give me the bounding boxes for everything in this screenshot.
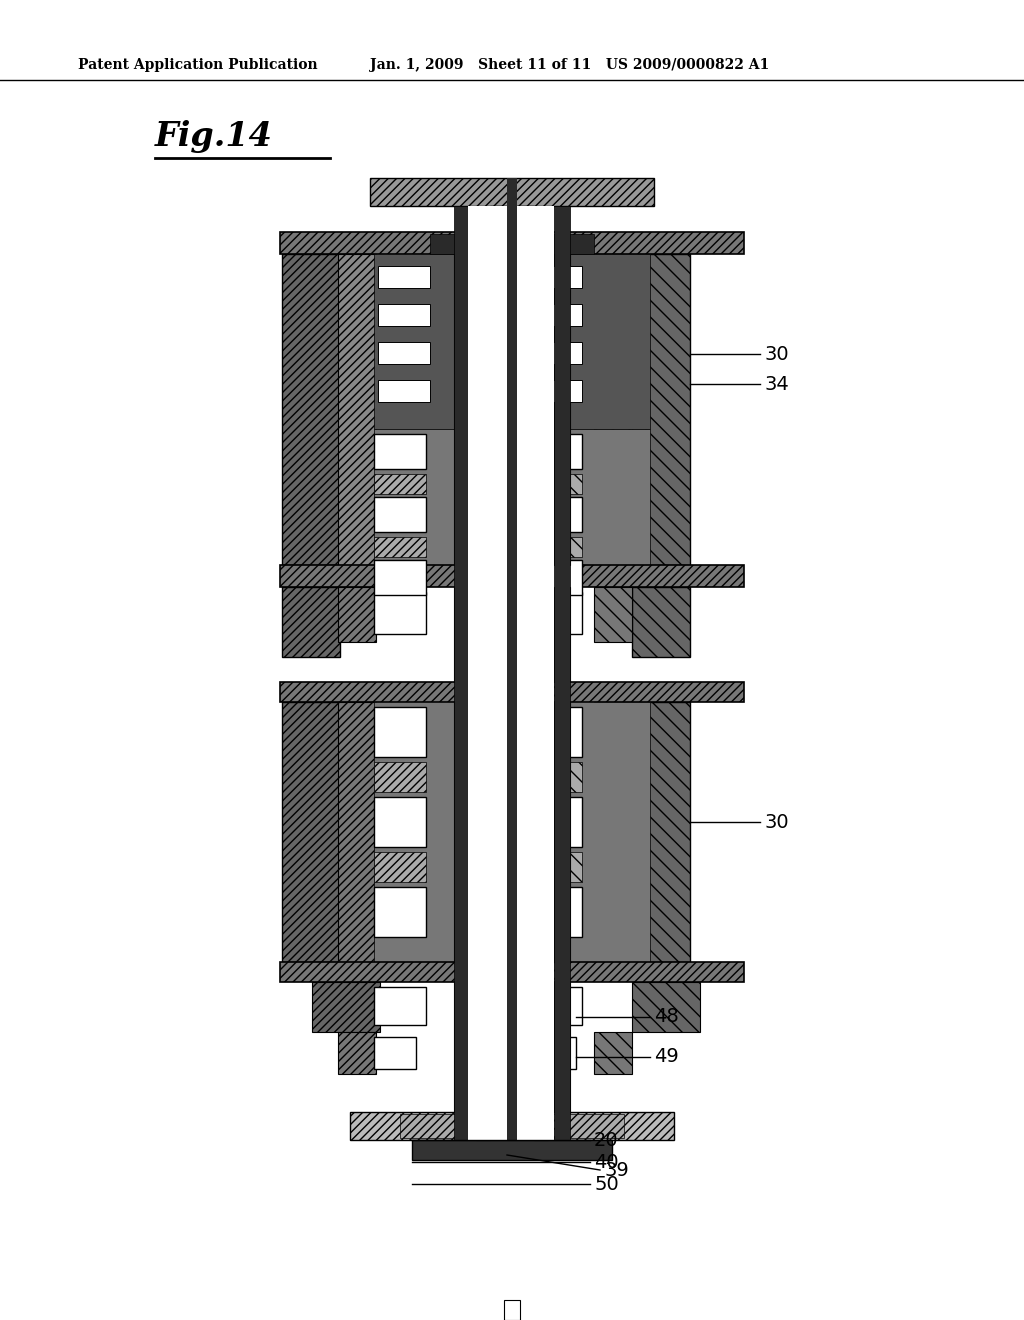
Bar bbox=[280, 232, 744, 253]
Bar bbox=[594, 253, 632, 565]
Bar bbox=[374, 887, 426, 937]
Bar bbox=[530, 762, 582, 792]
Bar bbox=[504, 1300, 520, 1320]
Bar bbox=[632, 253, 690, 565]
Bar bbox=[374, 537, 426, 557]
Bar bbox=[530, 498, 582, 532]
Bar bbox=[454, 253, 470, 429]
Text: 49: 49 bbox=[654, 1048, 679, 1067]
Text: 34: 34 bbox=[764, 375, 788, 393]
Text: Patent Application Publication: Patent Application Publication bbox=[78, 58, 317, 73]
Bar bbox=[632, 587, 690, 657]
Bar bbox=[530, 304, 582, 326]
Bar bbox=[378, 267, 430, 288]
Bar bbox=[554, 253, 570, 429]
Bar bbox=[496, 209, 528, 234]
Bar bbox=[378, 304, 430, 326]
Bar bbox=[374, 851, 426, 882]
Text: 30: 30 bbox=[764, 813, 788, 832]
Bar bbox=[282, 587, 340, 657]
Bar bbox=[370, 178, 654, 206]
Bar bbox=[632, 702, 690, 962]
Bar bbox=[530, 797, 582, 847]
Bar bbox=[338, 702, 376, 962]
Bar bbox=[507, 178, 517, 1140]
Bar bbox=[594, 702, 632, 962]
Bar bbox=[530, 380, 582, 403]
Text: Fig.14: Fig.14 bbox=[155, 120, 272, 153]
Bar bbox=[338, 253, 376, 565]
Bar bbox=[400, 1114, 624, 1138]
Bar bbox=[554, 982, 570, 1111]
Bar bbox=[594, 1032, 632, 1074]
Bar bbox=[530, 887, 582, 937]
Text: 48: 48 bbox=[654, 1007, 679, 1027]
Bar bbox=[632, 982, 700, 1032]
Bar bbox=[554, 206, 570, 1140]
Bar bbox=[454, 702, 470, 962]
Text: 30: 30 bbox=[764, 345, 788, 363]
Bar bbox=[530, 342, 582, 364]
Bar bbox=[374, 498, 426, 532]
Bar bbox=[554, 702, 570, 962]
Bar bbox=[312, 982, 380, 1032]
Bar bbox=[374, 591, 426, 634]
Text: 20: 20 bbox=[594, 1130, 618, 1150]
Bar bbox=[374, 474, 426, 494]
Bar bbox=[282, 702, 340, 962]
Bar bbox=[374, 253, 650, 429]
Bar bbox=[412, 1140, 612, 1160]
Bar bbox=[374, 708, 426, 756]
Bar bbox=[280, 962, 744, 982]
Bar bbox=[530, 537, 582, 557]
Text: 50: 50 bbox=[594, 1175, 618, 1193]
Bar bbox=[374, 762, 426, 792]
Bar bbox=[338, 587, 376, 642]
Bar bbox=[530, 267, 582, 288]
Bar bbox=[530, 851, 582, 882]
Bar bbox=[490, 206, 534, 236]
Text: 40: 40 bbox=[594, 1152, 618, 1172]
Bar bbox=[350, 1111, 674, 1140]
Bar bbox=[530, 560, 582, 595]
Bar bbox=[280, 565, 744, 587]
Bar bbox=[374, 429, 650, 565]
Bar bbox=[454, 982, 470, 1111]
Bar bbox=[554, 429, 570, 565]
Bar bbox=[374, 987, 426, 1026]
Bar bbox=[374, 434, 426, 469]
Bar bbox=[530, 474, 582, 494]
Bar bbox=[280, 682, 744, 702]
Bar bbox=[374, 560, 426, 595]
Bar bbox=[530, 434, 582, 469]
Bar bbox=[454, 206, 470, 1140]
Bar bbox=[454, 587, 470, 682]
Bar bbox=[338, 1032, 376, 1074]
Text: Jan. 1, 2009   Sheet 11 of 11   US 2009/0000822 A1: Jan. 1, 2009 Sheet 11 of 11 US 2009/0000… bbox=[370, 58, 769, 73]
Bar bbox=[534, 1038, 575, 1069]
Bar bbox=[430, 234, 594, 253]
Bar bbox=[468, 206, 554, 1140]
Bar bbox=[374, 702, 650, 962]
Bar bbox=[530, 708, 582, 756]
Bar bbox=[530, 591, 582, 634]
Bar bbox=[530, 987, 582, 1026]
Bar bbox=[454, 429, 470, 565]
Bar bbox=[374, 797, 426, 847]
Bar bbox=[378, 380, 430, 403]
Text: 39: 39 bbox=[604, 1160, 629, 1180]
Bar bbox=[554, 587, 570, 682]
Bar bbox=[374, 1038, 416, 1069]
Bar bbox=[378, 342, 430, 364]
Bar bbox=[594, 587, 632, 642]
Bar bbox=[282, 253, 340, 565]
